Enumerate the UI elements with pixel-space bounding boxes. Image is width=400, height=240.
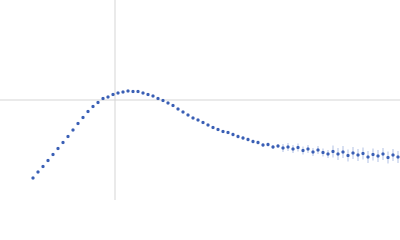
data-point <box>241 136 245 140</box>
data-point <box>76 121 80 126</box>
data-point <box>291 147 295 151</box>
data-point <box>86 109 90 114</box>
data-point <box>356 153 360 157</box>
data-point <box>196 118 200 122</box>
data-point <box>256 140 260 145</box>
data-point <box>271 145 275 149</box>
data-point <box>361 151 365 156</box>
data-point <box>311 150 315 154</box>
data-point <box>126 89 130 93</box>
data-point <box>181 110 185 114</box>
data-point <box>236 134 240 139</box>
data-point <box>66 134 70 139</box>
data-point <box>321 150 325 155</box>
data-point <box>136 89 140 94</box>
data-point <box>326 152 330 156</box>
data-point <box>386 155 390 160</box>
data-point <box>61 140 65 145</box>
data-point <box>336 152 340 156</box>
data-point <box>281 146 285 150</box>
data-point <box>71 128 75 132</box>
data-point <box>176 107 180 111</box>
data-point <box>221 129 225 134</box>
data-point <box>396 155 400 159</box>
data-point <box>266 142 270 147</box>
data-point <box>101 96 105 101</box>
data-point <box>376 154 380 158</box>
data-point <box>166 101 170 105</box>
data-point <box>36 170 40 174</box>
data-point <box>276 144 280 148</box>
data-point <box>96 100 100 105</box>
data-point <box>81 115 85 120</box>
data-point <box>156 96 160 101</box>
data-point <box>306 147 310 151</box>
data-point <box>331 149 335 154</box>
data-point <box>111 92 115 97</box>
data-point <box>141 91 145 95</box>
data-point <box>131 89 135 94</box>
data-point <box>351 151 355 155</box>
data-point <box>381 152 385 156</box>
data-point <box>186 113 190 117</box>
data-point <box>391 153 395 157</box>
data-point <box>121 90 125 94</box>
data-point <box>346 153 350 158</box>
data-point <box>51 152 55 157</box>
data-point <box>231 132 235 137</box>
data-point <box>106 95 110 99</box>
data-point <box>261 143 265 147</box>
data-point <box>91 104 95 109</box>
data-point <box>251 139 255 144</box>
data-point <box>171 103 175 108</box>
data-point <box>296 145 300 150</box>
data-point <box>316 148 320 152</box>
data-point <box>216 127 220 132</box>
data-point <box>46 158 50 163</box>
data-point <box>116 91 120 95</box>
data-point <box>41 164 45 169</box>
data-point <box>226 130 230 135</box>
data-point <box>341 150 345 154</box>
data-point <box>56 146 60 151</box>
data-point <box>31 176 35 180</box>
data-point <box>146 92 150 97</box>
data-point <box>201 120 205 125</box>
data-point <box>301 148 305 153</box>
data-point <box>191 116 195 120</box>
data-point <box>246 137 250 142</box>
data-point <box>206 123 210 127</box>
data-point <box>366 155 370 159</box>
chart <box>0 0 400 200</box>
data-point <box>371 152 375 157</box>
data-point <box>151 94 155 98</box>
data-point <box>211 125 215 130</box>
data-point <box>286 145 290 149</box>
data-point <box>161 98 165 103</box>
